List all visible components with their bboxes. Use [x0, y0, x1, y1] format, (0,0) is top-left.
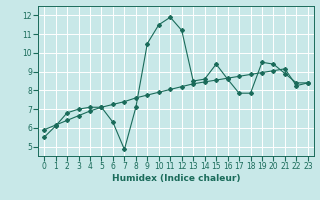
X-axis label: Humidex (Indice chaleur): Humidex (Indice chaleur)	[112, 174, 240, 183]
